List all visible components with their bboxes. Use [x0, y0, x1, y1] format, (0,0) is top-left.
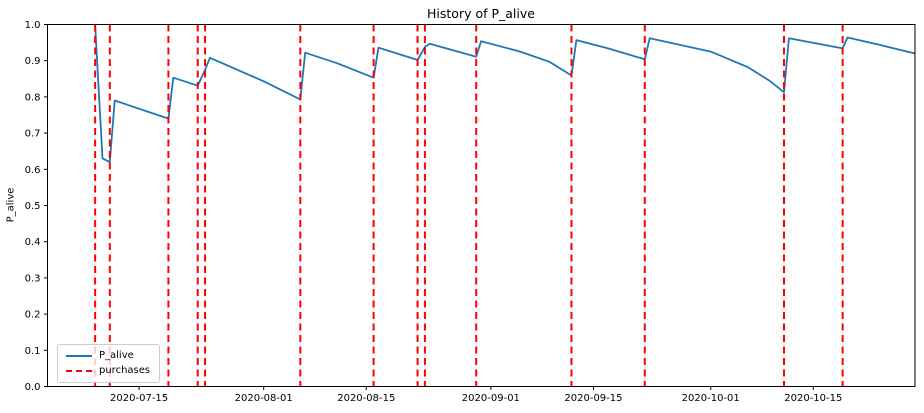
x-tick-label: 2020-08-15 [337, 393, 395, 404]
legend: P_alive purchases [57, 344, 161, 383]
y-tick-label: 0.9 [25, 56, 41, 67]
y-tick-label: 0.4 [25, 237, 41, 248]
legend-entry-palive: P_alive [66, 350, 150, 362]
legend-entry-purchases: purchases [66, 365, 150, 377]
y-tick-label: 1.0 [25, 20, 41, 31]
y-tick-label: 0.6 [25, 165, 41, 176]
x-tick-label: 2020-10-15 [784, 393, 842, 404]
y-tick-label: 0.8 [25, 92, 41, 103]
palive-line [94, 24, 916, 163]
y-tick-label: 0.5 [25, 201, 41, 212]
x-tick-label: 2020-08-01 [235, 393, 293, 404]
x-tick-label: 2020-09-01 [462, 393, 520, 404]
palive-line-key [66, 355, 92, 357]
purchases-line-key [66, 370, 92, 372]
x-tick-label: 2020-10-01 [682, 393, 740, 404]
y-tick-label: 0.3 [25, 273, 41, 284]
x-tick-label: 2020-09-15 [564, 393, 622, 404]
x-tick-label: 2020-07-15 [110, 393, 168, 404]
y-tick-label: 0.2 [25, 310, 41, 321]
y-tick-label: 0.7 [25, 129, 41, 140]
legend-label-palive: P_alive [99, 350, 134, 361]
y-tick-label: 0.0 [25, 382, 41, 393]
legend-label-purchases: purchases [99, 365, 151, 376]
chart-title: History of P_alive [427, 6, 535, 21]
y-tick-label: 0.1 [25, 346, 41, 357]
